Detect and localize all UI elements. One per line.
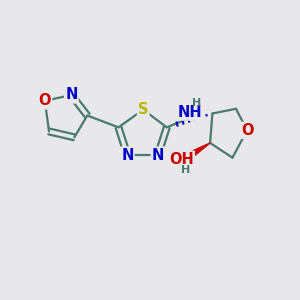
Text: OH: OH	[169, 152, 194, 166]
Text: S: S	[138, 102, 148, 117]
Text: O: O	[39, 93, 51, 108]
Text: O: O	[241, 123, 253, 138]
Text: N: N	[65, 87, 78, 102]
Text: NH: NH	[177, 105, 202, 120]
Text: H: H	[192, 98, 202, 108]
Text: N: N	[152, 148, 164, 163]
Text: N: N	[121, 148, 134, 163]
Text: H: H	[181, 165, 190, 175]
Polygon shape	[187, 143, 210, 159]
